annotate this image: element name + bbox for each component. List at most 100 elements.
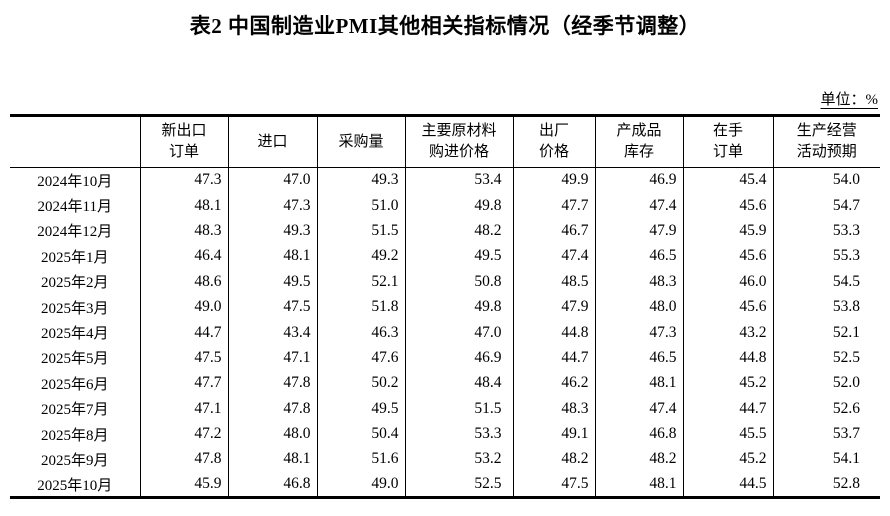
value-cell: 47.8 <box>227 370 317 397</box>
header-row: 新出口 订单 进口 采购量 主要原材料 购进价格 出厂 价格 产成品 库存 在手 订单 生产经… <box>10 115 880 168</box>
row-label-month: 2025年7月 <box>40 402 109 419</box>
value-cell: 47.5 <box>512 472 595 498</box>
value-cell: 48.3 <box>139 218 228 244</box>
table-row: 2025年6月 47.7 47.8 50.2 48.4 46.2 48.1 45.2 52.0 <box>10 370 880 397</box>
value-cell: 49.3 <box>316 167 405 193</box>
table-body: 2024年10月 47.3 47.0 49.3 53.4 49.9 46.9 45.4 54.0… <box>10 167 880 498</box>
value-cell: 45.6 <box>682 243 773 270</box>
table-title: 表2 中国制造业PMI其他相关指标情况（经季节调整） <box>189 14 701 38</box>
value-cell: 54.5 <box>772 269 880 295</box>
value-cell: 46.3 <box>316 319 405 346</box>
value-cell: 48.1 <box>594 370 683 397</box>
value-cell: 51.0 <box>316 192 405 219</box>
value-cell: 46.0 <box>682 269 773 295</box>
value-cell: 48.1 <box>139 192 228 219</box>
value-cell: 47.3 <box>139 167 228 193</box>
value-cell: 43.2 <box>682 319 773 346</box>
table-row: 2025年7月 47.1 47.8 49.5 51.5 48.3 47.4 44.7 52.6 <box>10 396 880 422</box>
value-cell: 52.0 <box>772 370 880 397</box>
column-header: 在手 订单 <box>682 115 773 168</box>
value-cell: 49.0 <box>139 294 228 320</box>
pmi-indicators-table: 新出口 订单 进口 采购量 主要原材料 购进价格 出厂 价格 产成品 库存 在手 订单 生产经… <box>10 114 880 500</box>
row-label-month: 2025年9月 <box>40 452 109 469</box>
value-cell: 48.5 <box>512 269 595 295</box>
value-cell: 47.4 <box>594 192 683 219</box>
value-cell: 47.7 <box>139 370 228 397</box>
value-cell: 49.5 <box>316 396 405 422</box>
table-row: 2025年8月 47.2 48.0 50.4 53.3 49.1 46.8 45.5 53.7 <box>10 421 880 447</box>
column-header: 采购量 <box>316 115 405 168</box>
row-label-month: 2025年8月 <box>40 427 109 444</box>
row-label-month: 2024年11月 <box>37 199 112 216</box>
value-cell: 51.5 <box>404 396 513 422</box>
page: 表2 中国制造业PMI其他相关指标情况（经季节调整） 单位：% 新出口 订单 进口… <box>0 12 890 516</box>
value-cell: 46.2 <box>512 370 595 397</box>
value-cell: 47.1 <box>227 345 317 371</box>
value-cell: 52.6 <box>772 396 880 422</box>
value-cell: 52.5 <box>772 345 880 371</box>
value-cell: 44.8 <box>682 345 773 371</box>
value-cell: 47.4 <box>594 396 683 422</box>
table-row: 2025年9月 47.8 48.1 51.6 53.2 48.2 48.2 45.2 54.1 <box>10 446 880 473</box>
table-row: 2025年2月 48.6 49.5 52.1 50.8 48.5 48.3 46.0 54.5 <box>10 269 880 295</box>
column-header: 新出口 订单 <box>139 115 228 168</box>
value-cell: 45.6 <box>682 192 773 219</box>
value-cell: 48.1 <box>227 243 317 270</box>
value-cell: 47.3 <box>227 192 317 219</box>
value-cell: 47.9 <box>594 218 683 244</box>
value-cell: 45.9 <box>139 472 228 498</box>
value-cell: 45.9 <box>682 218 773 244</box>
row-label-month: 2025年1月 <box>40 249 109 266</box>
value-cell: 47.0 <box>404 319 513 346</box>
value-cell: 44.7 <box>512 345 595 371</box>
value-cell: 45.6 <box>682 294 773 320</box>
value-cell: 47.5 <box>227 294 317 320</box>
value-cell: 47.6 <box>316 345 405 371</box>
value-cell: 49.5 <box>404 243 513 270</box>
value-cell: 49.5 <box>227 269 317 295</box>
value-cell: 46.4 <box>139 243 228 270</box>
value-cell: 48.2 <box>404 218 513 244</box>
value-cell: 48.1 <box>594 472 683 498</box>
value-cell: 53.7 <box>772 421 880 447</box>
value-cell: 45.2 <box>682 370 773 397</box>
value-cell: 52.1 <box>772 319 880 346</box>
value-cell: 46.9 <box>594 167 683 193</box>
value-cell: 45.4 <box>682 167 773 193</box>
value-cell: 48.3 <box>512 396 595 422</box>
value-cell: 45.2 <box>682 446 773 473</box>
table-row: 2025年3月 49.0 47.5 51.8 49.8 47.9 48.0 45.6 53.8 <box>10 294 880 320</box>
value-cell: 44.7 <box>682 396 773 422</box>
column-header: 生产经营 活动预期 <box>772 115 880 168</box>
table-row: 2025年5月 47.5 47.1 47.6 46.9 44.7 46.5 44.8 52.5 <box>10 345 880 371</box>
value-cell: 49.1 <box>512 421 595 447</box>
corner-cell <box>10 115 140 168</box>
table-row: 2024年12月 48.3 49.3 51.5 48.2 46.7 47.9 45.9 53.3 <box>10 218 880 244</box>
value-cell: 53.3 <box>772 218 880 244</box>
value-cell: 47.0 <box>227 167 317 193</box>
value-cell: 46.5 <box>594 243 683 270</box>
value-cell: 48.2 <box>512 446 595 473</box>
row-label-month: 2025年6月 <box>40 376 109 393</box>
value-cell: 52.5 <box>404 472 513 498</box>
value-cell: 52.8 <box>772 472 880 498</box>
value-cell: 48.0 <box>594 294 683 320</box>
value-cell: 49.8 <box>404 192 513 219</box>
row-label-month: 2025年2月 <box>40 275 109 292</box>
value-cell: 48.0 <box>227 421 317 447</box>
table-row: 2024年11月 48.1 47.3 51.0 49.8 47.7 47.4 45.6 54.7 <box>10 192 880 219</box>
table-row: 2025年10月 45.9 46.8 49.0 52.5 47.5 48.1 44.5 52.8 <box>10 472 880 498</box>
value-cell: 44.8 <box>512 319 595 346</box>
value-cell: 44.5 <box>682 472 773 498</box>
value-cell: 54.7 <box>772 192 880 219</box>
row-label-month: 2025年5月 <box>40 351 109 368</box>
value-cell: 51.5 <box>316 218 405 244</box>
column-header: 产成品 库存 <box>594 115 683 168</box>
value-cell: 54.1 <box>772 446 880 473</box>
value-cell: 48.1 <box>227 446 317 473</box>
column-header: 进口 <box>227 115 317 168</box>
row-label-month: 2025年10月 <box>37 477 113 494</box>
value-cell: 47.1 <box>139 396 228 422</box>
value-cell: 47.3 <box>594 319 683 346</box>
table-row: 2025年4月 44.7 43.4 46.3 47.0 44.8 47.3 43.2 52.1 <box>10 319 880 346</box>
